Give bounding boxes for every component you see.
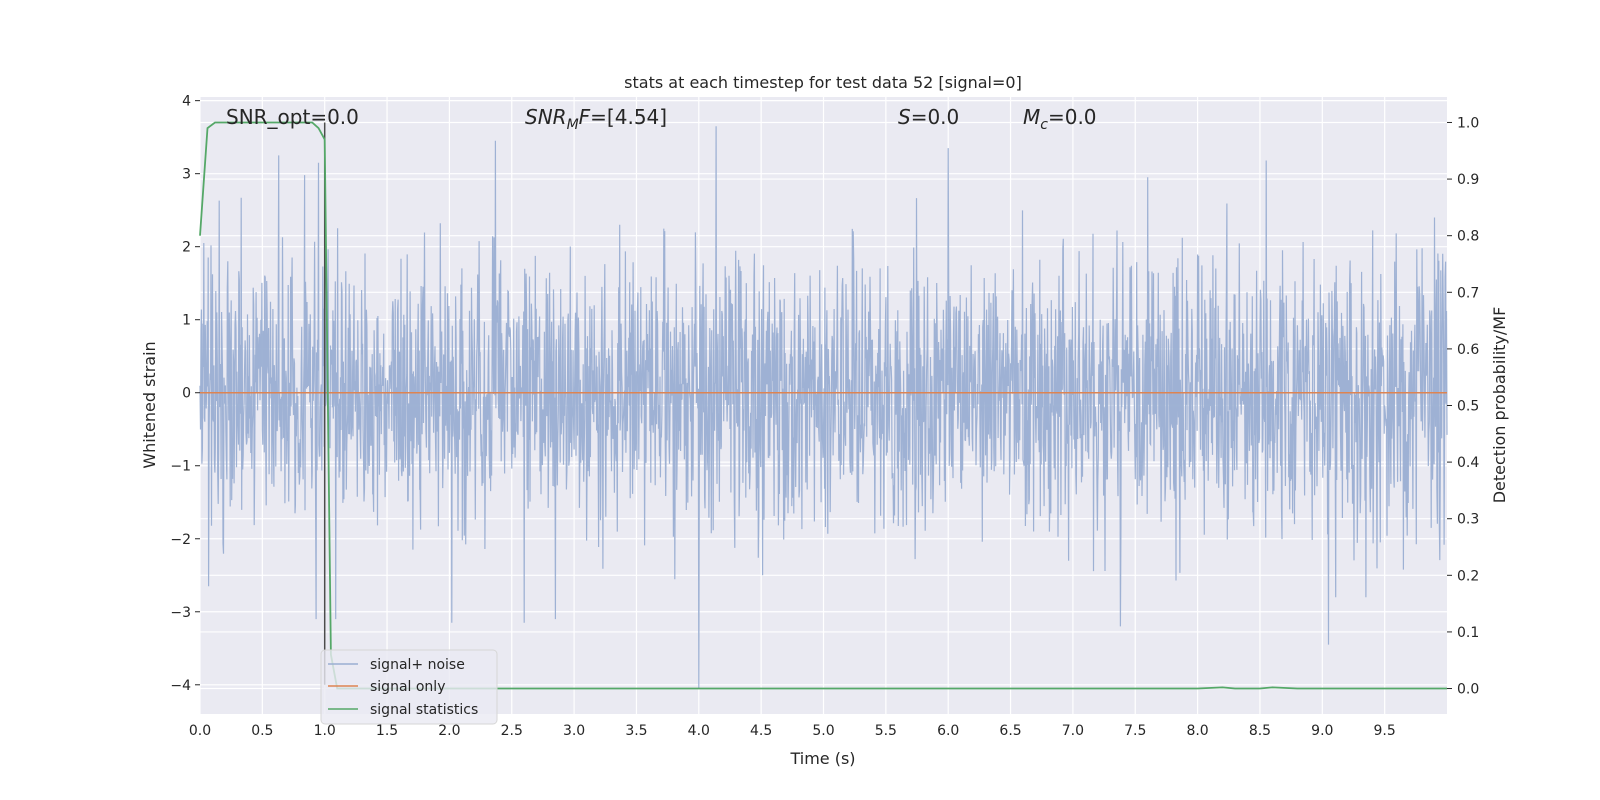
x-tick-label: 0.5 xyxy=(251,723,273,739)
signal-statistics-line xyxy=(199,121,1447,690)
x-tick-label: 1.5 xyxy=(376,723,398,739)
x-axis-label: Time (s) xyxy=(789,749,855,768)
y-right-tick-label: 0.9 xyxy=(1457,172,1479,188)
y-axis-left-label: Whitened strain xyxy=(140,341,159,468)
annotation-snr-mf: SNRMF=[4.54] xyxy=(525,105,667,133)
legend-box xyxy=(320,649,498,725)
x-tick-label: 2.0 xyxy=(438,723,460,739)
y-axis-right: 1.0 0.9 0.8 0.7 0.6 0.5 0.4 0.3 0.2 0.1 0.0 xyxy=(1447,115,1479,698)
x-tick-label: 5.5 xyxy=(875,723,897,739)
legend: signal+ noise signal only signal statist… xyxy=(320,649,498,725)
y-right-tick-label: 0.8 xyxy=(1457,229,1479,245)
x-tick-label: 1.0 xyxy=(314,723,336,739)
x-tick-label: 9.0 xyxy=(1311,723,1333,739)
y-left-tick-label: −2 xyxy=(170,532,191,548)
legend-label-signal-only: signal only xyxy=(370,679,445,695)
y-left-tick-label: 2 xyxy=(182,240,191,256)
x-tick-label: 3.5 xyxy=(625,723,647,739)
y-right-tick-label: 0.0 xyxy=(1457,682,1479,698)
y-right-tick-label: 0.4 xyxy=(1457,455,1479,471)
y-left-tick-label: 3 xyxy=(182,167,191,183)
y-left-tick-label: 1 xyxy=(182,313,191,329)
y-left-tick-label: −1 xyxy=(170,459,191,475)
x-tick-label: 6.5 xyxy=(999,723,1021,739)
annotation-mc: Mc=0.0 xyxy=(1023,105,1097,133)
y-left-tick-label: −3 xyxy=(170,605,191,621)
annotation-s: S=0.0 xyxy=(898,105,959,129)
x-tick-label: 8.0 xyxy=(1186,723,1208,739)
y-right-tick-label: 1.0 xyxy=(1457,115,1479,131)
y-left-tick-label: −4 xyxy=(170,678,191,694)
y-axis-right-label: Detection probability/MF xyxy=(1490,307,1509,504)
x-axis: 0.0 0.5 1.0 1.5 2.0 2.5 3.0 3.5 4.0 4.5 5.0 5.5 6.0 6… xyxy=(189,723,1396,739)
y-axis-left: 4 3 2 1 0 −1 −2 −3 −4 xyxy=(170,94,200,694)
legend-label-signal-noise: signal+ noise xyxy=(370,657,465,673)
series-signal-noise xyxy=(199,126,1448,689)
legend-label-signal-statistics: signal statistics xyxy=(370,702,478,718)
x-tick-label: 4.0 xyxy=(688,723,710,739)
y-left-tick-label: 4 xyxy=(182,94,191,110)
x-tick-label: 4.5 xyxy=(750,723,772,739)
y-right-tick-label: 0.1 xyxy=(1457,625,1479,641)
x-tick-label: 2.5 xyxy=(501,723,523,739)
x-tick-label: 3.0 xyxy=(563,723,585,739)
y-left-tick-label: 0 xyxy=(182,386,191,402)
x-tick-label: 8.5 xyxy=(1249,723,1271,739)
x-tick-label: 9.5 xyxy=(1374,723,1396,739)
x-tick-label: 0.0 xyxy=(189,723,211,739)
chart-title: stats at each timestep for test data 52 … xyxy=(624,73,1022,92)
signal-noise-line xyxy=(199,126,1448,689)
x-tick-label: 7.5 xyxy=(1124,723,1146,739)
x-tick-label: 7.0 xyxy=(1062,723,1084,739)
y-right-tick-label: 0.6 xyxy=(1457,342,1479,358)
annotation-snr-opt: SNR_opt=0.0 xyxy=(226,105,359,129)
y-right-tick-label: 0.5 xyxy=(1457,399,1479,415)
y-right-tick-label: 0.7 xyxy=(1457,285,1479,301)
y-right-tick-label: 0.3 xyxy=(1457,512,1479,528)
series-lines xyxy=(199,121,1447,690)
x-tick-label: 6.0 xyxy=(937,723,959,739)
y-right-tick-label: 0.2 xyxy=(1457,568,1479,584)
x-tick-label: 5.0 xyxy=(812,723,834,739)
